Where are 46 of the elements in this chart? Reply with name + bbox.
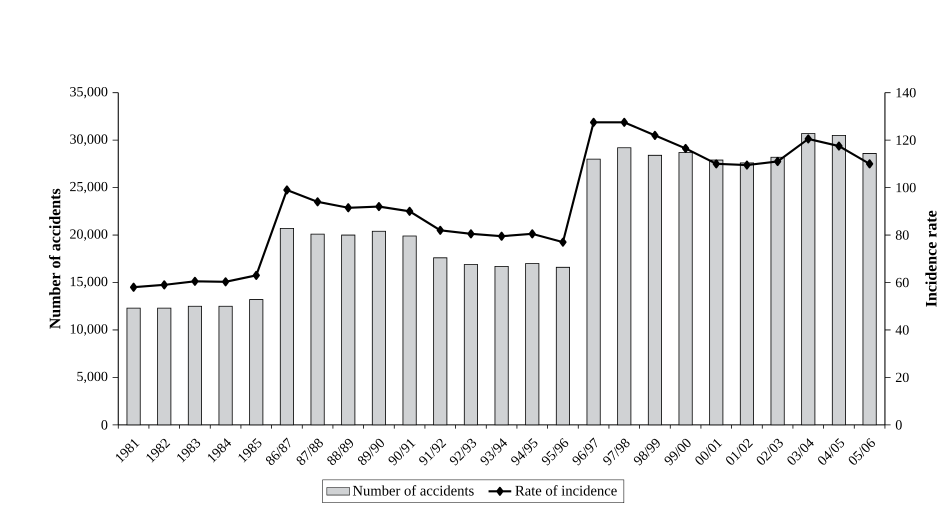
point [774, 156, 782, 166]
point [191, 276, 199, 286]
point [651, 130, 659, 140]
y2-axis-title: Incidence rate [925, 210, 937, 307]
y2-tick-label: 0 [896, 420, 902, 430]
point [559, 238, 567, 247]
y2-tick-label: 80 [896, 230, 909, 240]
point [743, 160, 751, 170]
y2-tick-label: 20 [896, 372, 909, 382]
point [866, 159, 874, 168]
y2-tick-label: 140 [896, 88, 916, 98]
point [467, 229, 475, 238]
point [314, 197, 322, 206]
x-tick-label: 1981 [116, 439, 140, 463]
point [804, 134, 812, 144]
y-tick-label: 5,000 [77, 372, 108, 384]
point [682, 144, 690, 153]
point [222, 277, 230, 286]
y2-tick-label: 40 [896, 325, 909, 335]
y2-tick-label: 100 [896, 182, 916, 192]
point [406, 206, 414, 216]
point [252, 270, 260, 280]
y2-tick-label: 60 [896, 278, 909, 288]
y2-tick-label: 120 [896, 135, 916, 145]
point [436, 226, 444, 235]
y-tick-label: 0 [101, 420, 108, 430]
point [160, 280, 168, 290]
y-axis-title: Number of accidents [48, 188, 60, 329]
legend-label: Number of accidents [352, 485, 474, 496]
point [528, 229, 536, 238]
y-tick-label: 25,000 [70, 182, 108, 194]
y-tick-label: 10,000 [70, 324, 108, 336]
y-tick-label: 15,000 [70, 276, 108, 288]
point [344, 203, 352, 212]
point [620, 118, 628, 127]
point [712, 159, 720, 168]
y-tick-label: 30,000 [70, 134, 108, 146]
point [130, 282, 138, 292]
y-tick-label: 35,000 [70, 86, 108, 98]
point [835, 141, 843, 151]
point [283, 185, 291, 194]
y-tick-label: 20,000 [70, 229, 108, 241]
point [498, 232, 506, 241]
point [590, 118, 598, 127]
legend-label: Rate of incidence [515, 485, 617, 496]
point [375, 202, 383, 212]
